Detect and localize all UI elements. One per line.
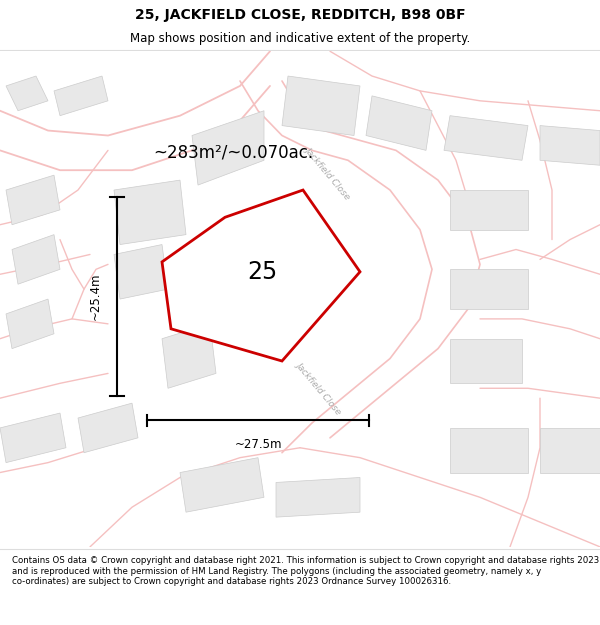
Polygon shape <box>114 244 168 299</box>
Polygon shape <box>54 76 108 116</box>
Text: Map shows position and indicative extent of the property.: Map shows position and indicative extent… <box>130 32 470 45</box>
Polygon shape <box>180 458 264 512</box>
Polygon shape <box>162 324 216 388</box>
Polygon shape <box>282 76 360 136</box>
Polygon shape <box>6 76 48 111</box>
Polygon shape <box>78 403 138 452</box>
Polygon shape <box>366 96 432 151</box>
Text: 25, JACKFIELD CLOSE, REDDITCH, B98 0BF: 25, JACKFIELD CLOSE, REDDITCH, B98 0BF <box>134 8 466 22</box>
Polygon shape <box>162 190 360 361</box>
Polygon shape <box>450 190 528 229</box>
Text: ~27.5m: ~27.5m <box>234 438 282 451</box>
Text: ~25.4m: ~25.4m <box>89 273 102 321</box>
Polygon shape <box>192 111 264 185</box>
Text: ~283m²/~0.070ac.: ~283m²/~0.070ac. <box>153 144 313 162</box>
Polygon shape <box>450 339 522 383</box>
Polygon shape <box>450 428 528 472</box>
Polygon shape <box>12 234 60 284</box>
Text: Jackfield Close: Jackfield Close <box>303 145 352 201</box>
Text: 25: 25 <box>247 260 278 284</box>
Text: Jackfield Close: Jackfield Close <box>294 361 343 416</box>
Polygon shape <box>0 413 66 462</box>
Polygon shape <box>6 175 60 225</box>
Polygon shape <box>450 269 528 309</box>
Polygon shape <box>276 478 360 517</box>
Polygon shape <box>540 126 600 165</box>
Polygon shape <box>444 116 528 160</box>
Polygon shape <box>114 180 186 244</box>
Text: Contains OS data © Crown copyright and database right 2021. This information is : Contains OS data © Crown copyright and d… <box>12 556 599 586</box>
Polygon shape <box>540 428 600 472</box>
Polygon shape <box>6 299 54 349</box>
